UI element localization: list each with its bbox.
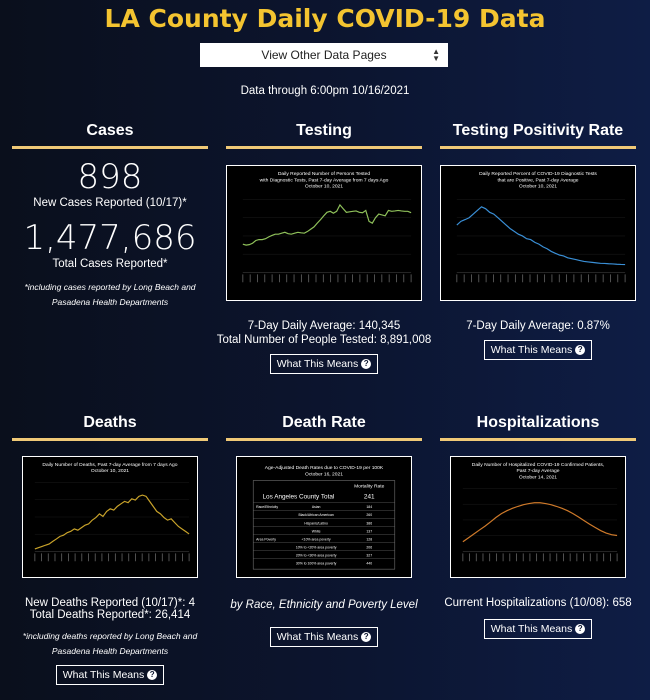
button-label: What This Means — [490, 623, 573, 635]
positivity-chart-svg: Daily Reported Percent of COVID-19 Diagn… — [456, 171, 626, 283]
button-label: What This Means — [276, 631, 359, 643]
testing-section: Testing — [226, 122, 422, 149]
positivity-section: Testing Positivity Rate — [440, 122, 636, 149]
deaths-footnote: *including deaths reported by Long Beach… — [22, 631, 198, 656]
deaths-section: Deaths — [12, 414, 208, 441]
current-hospitalizations: Current Hospitalizations (10/08): 658 — [444, 597, 632, 609]
hosp-heading: Hospitalizations — [440, 414, 636, 441]
total-cases-value: 1,477,686 — [23, 218, 197, 258]
testing-chart[interactable]: Daily Reported Number of Persons Tested w… — [226, 165, 422, 301]
positivity-stats: 7-Day Daily Average: 0.87% What This Mea… — [440, 320, 636, 360]
table-row-value: 184 — [366, 505, 372, 509]
death-rate-table-image[interactable]: Age-Adjusted Death Rates due to COVID-19… — [236, 456, 412, 578]
question-icon: ? — [575, 624, 586, 635]
table-row-label: Hispanic/Latino — [304, 521, 328, 525]
chart-title-line: with Diagnostic Tests, Past 7-day Averag… — [260, 177, 389, 183]
table-row-label: 10% to <20% area poverty — [296, 545, 337, 549]
testing-total: Total Number of People Tested: 8,891,008 — [216, 334, 432, 346]
button-label: What This Means — [276, 358, 359, 370]
table-row-label: White — [312, 529, 321, 533]
new-cases-label: New Cases Reported (10/17)* — [33, 197, 187, 209]
total-cases-label: Total Cases Reported* — [52, 258, 168, 270]
death-rate-what-this-means-button[interactable]: What This Means? — [269, 627, 379, 647]
chart-title-line: October 10, 2021 — [305, 184, 343, 190]
deaths-what-this-means-button[interactable]: What This Means? — [55, 665, 165, 685]
series-line — [242, 203, 412, 246]
testing-what-this-means-button[interactable]: What This Means? — [269, 354, 379, 374]
death-rate-heading: Death Rate — [226, 414, 422, 441]
select-label: View Other Data Pages — [261, 48, 387, 62]
table-group-label: Race/Ethnicity — [256, 505, 278, 509]
chart-title-line: Past 7-day Average — [517, 468, 560, 474]
positivity-chart[interactable]: Daily Reported Percent of COVID-19 Diagn… — [440, 165, 636, 301]
table-row-label: <10% area poverty — [302, 537, 331, 541]
table-title-line: Age-Adjusted Death Rates due to COVID-19… — [265, 465, 384, 471]
testing-chart-svg: Daily Reported Number of Persons Testedw… — [242, 171, 412, 283]
select-arrows-icon: ▲ ▼ — [432, 47, 440, 63]
hosp-section: Hospitalizations — [440, 414, 636, 441]
question-icon: ? — [575, 345, 586, 356]
hosp-stats: Current Hospitalizations (10/08): 658 Wh… — [440, 597, 636, 639]
testing-average: 7-Day Daily Average: 140,345 — [247, 320, 401, 332]
deaths-chart[interactable]: Daily Number of Deaths, Past 7-day Avera… — [22, 456, 198, 578]
testing-stats: 7-Day Daily Average: 140,345 Total Numbe… — [216, 320, 432, 374]
death-rate-caption-text: by Race, Ethnicity and Poverty Level — [230, 599, 418, 611]
table-row-label: 30% to 100% area poverty — [296, 562, 337, 566]
table-row-label: Black/African American — [298, 513, 333, 517]
data-pages-select[interactable]: View Other Data Pages ▲ ▼ — [200, 43, 448, 67]
table-row-value: 260 — [366, 513, 372, 517]
table-header: Mortality Rate — [354, 483, 385, 489]
new-deaths: New Deaths Reported (10/17)*: 4 — [24, 597, 196, 609]
series-line — [34, 494, 190, 550]
hosp-chart-svg: Daily Number of Hospitalized COVID-19 Co… — [462, 462, 618, 562]
question-icon: ? — [361, 632, 372, 643]
table-row-value: 128 — [366, 537, 372, 541]
chart-title-line: Daily Reported Number of Persons Tested — [278, 171, 371, 177]
hosp-chart[interactable]: Daily Number of Hospitalized COVID-19 Co… — [450, 456, 626, 578]
cases-heading: Cases — [12, 122, 208, 149]
question-icon: ? — [147, 670, 158, 681]
positivity-what-this-means-button[interactable]: What This Means? — [483, 340, 593, 360]
positivity-heading: Testing Positivity Rate — [440, 122, 636, 149]
hosp-what-this-means-button[interactable]: What This Means? — [483, 619, 593, 639]
chart-title-line: that are Positive, Past 7-day Average — [497, 177, 578, 183]
chart-title-line: October 10, 2021 — [519, 184, 557, 190]
series-line — [462, 502, 618, 543]
series-line — [456, 206, 626, 266]
table-row-value: 386 — [366, 521, 372, 525]
positivity-average: 7-Day Daily Average: 0.87% — [466, 320, 610, 332]
chart-title-line: Daily Number of Deaths, Past 7-day Avera… — [42, 462, 177, 468]
data-through-text: Data through 6:00pm 10/16/2021 — [240, 85, 410, 97]
page-title: LA County Daily COVID-19 Data — [104, 4, 546, 33]
button-label: What This Means — [490, 344, 573, 356]
button-label: What This Means — [62, 669, 145, 681]
death-rate-caption: by Race, Ethnicity and Poverty Level Wha… — [226, 599, 422, 647]
table-title-line: October 16, 2021 — [305, 472, 343, 478]
chart-title-line: October 10, 2021 — [91, 468, 129, 474]
death-rate-table-svg: Age-Adjusted Death Rates due to COVID-19… — [252, 465, 396, 570]
deaths-stats: New Deaths Reported (10/17)*: 4 Total De… — [12, 597, 208, 685]
table-row-value: 206 — [366, 545, 372, 549]
table-row-value: 440 — [366, 562, 372, 566]
table-group-label: Area Poverty — [256, 537, 276, 541]
table-row-value: 137 — [366, 529, 372, 533]
county-total-label: Los Angeles County Total — [263, 493, 335, 500]
table-row-value: 327 — [366, 554, 372, 558]
chart-title-line: Daily Number of Hospitalized COVID-19 Co… — [472, 462, 604, 468]
death-rate-section: Death Rate — [226, 414, 422, 441]
table-border — [252, 480, 396, 570]
total-deaths: Total Deaths Reported*: 26,414 — [29, 609, 191, 621]
new-cases-value: 898 — [77, 157, 143, 197]
deaths-chart-svg: Daily Number of Deaths, Past 7-day Avera… — [34, 462, 190, 562]
county-total-value: 241 — [364, 493, 375, 500]
question-icon: ? — [361, 359, 372, 370]
table-row-label: 20% to <30% area poverty — [296, 554, 337, 558]
deaths-heading: Deaths — [12, 414, 208, 441]
chart-title-line: October 14, 2021 — [519, 475, 557, 481]
cases-footnote: *including cases reported by Long Beach … — [24, 282, 196, 307]
table-row-label: Asian — [312, 505, 321, 509]
testing-heading: Testing — [226, 122, 422, 149]
chart-title-line: Daily Reported Percent of COVID-19 Diagn… — [479, 171, 597, 177]
cases-section: Cases 898 New Cases Reported (10/17)* 1,… — [12, 122, 208, 310]
